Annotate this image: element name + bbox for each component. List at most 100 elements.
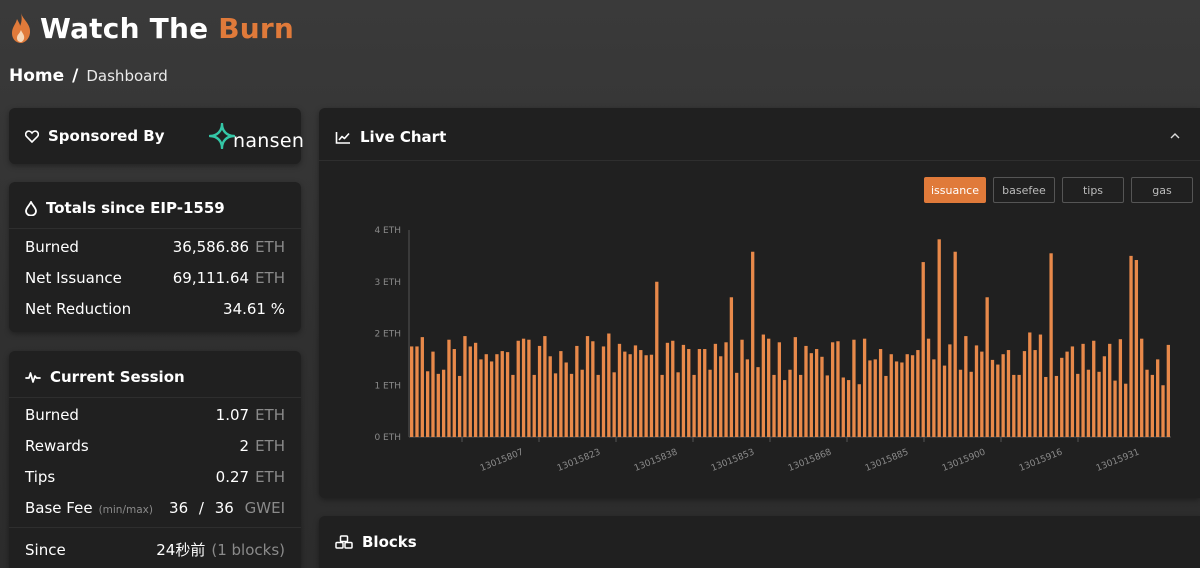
bar (1054, 375, 1059, 437)
totals-net-reduction-value: 34.61 % (223, 300, 285, 318)
totals-header: Totals since EIP-1559 (25, 199, 225, 217)
bar (900, 362, 904, 437)
breadcrumb-current: Dashboard (86, 67, 168, 85)
bar (1065, 351, 1069, 437)
bar (921, 262, 925, 437)
bar (1044, 376, 1048, 437)
bar (639, 350, 643, 437)
x-tick-label: 13015900 (941, 447, 987, 474)
app-title: Watch The Burn (40, 12, 294, 45)
bar (777, 342, 781, 437)
nansen-logo-text: nansen (233, 130, 305, 152)
session-since-extra: (1 blocks) (211, 541, 285, 559)
bar (1022, 351, 1027, 437)
bar (1049, 253, 1053, 437)
bar (740, 339, 744, 437)
session-row-burned: Burned 1.07 ETH (25, 406, 285, 424)
bar (889, 354, 893, 437)
bar (601, 346, 606, 437)
totals-row-net-reduction: Net Reduction 34.61 % (25, 300, 285, 318)
nansen-mark-icon (209, 123, 235, 149)
totals-net-issuance-value: 69,111.64 (172, 269, 250, 287)
bar (1134, 260, 1139, 437)
y-tick-label: 2 ETH (374, 330, 401, 340)
x-tick-label: 13015868 (787, 447, 833, 474)
blocks-header: Blocks (335, 533, 417, 551)
bar (479, 359, 483, 437)
bar (932, 359, 936, 437)
totals-burned-unit: ETH (255, 238, 285, 256)
bar (985, 297, 989, 437)
y-tick-label: 3 ETH (374, 278, 401, 288)
totals-burned-label: Burned (25, 238, 79, 256)
chevron-up-icon[interactable] (1170, 132, 1180, 139)
breadcrumb-home-link[interactable]: Home (9, 66, 65, 86)
bar (468, 346, 472, 437)
bar (447, 339, 451, 437)
bar (575, 345, 579, 437)
bar (537, 345, 542, 437)
bar (452, 349, 456, 437)
totals-card: Totals since EIP-1559 Burned 36,586.86 ET… (9, 182, 301, 332)
bar (681, 344, 686, 437)
bar (905, 354, 909, 437)
bar (756, 367, 760, 437)
bar (873, 359, 877, 437)
bar (788, 369, 792, 437)
tab-basefee[interactable]: basefee (993, 177, 1055, 203)
bar (1001, 354, 1005, 437)
nansen-logo[interactable]: nansen (209, 120, 304, 152)
totals-row-burned: Burned 36,586.86 ETH (25, 238, 285, 256)
bar (676, 372, 680, 437)
bar (410, 346, 414, 437)
session-tips-label: Tips (25, 468, 56, 486)
bar (761, 334, 766, 437)
x-tick-label: 13015823 (556, 448, 602, 474)
bar (436, 373, 440, 437)
tab-issuance[interactable]: issuance (924, 177, 986, 203)
bar (612, 372, 616, 437)
totals-burned-value: 36,586.86 (172, 238, 250, 256)
bar (521, 338, 526, 437)
bar (687, 349, 691, 437)
bar (420, 337, 424, 437)
bar (463, 336, 467, 437)
bar (1081, 343, 1085, 437)
app-brand[interactable]: Watch The Burn (10, 8, 294, 48)
session-rewards-unit: ETH (255, 437, 285, 455)
bar (894, 361, 899, 437)
tab-tips[interactable]: tips (1062, 177, 1124, 203)
bar (846, 380, 851, 437)
totals-divider (9, 228, 301, 229)
tab-gas[interactable]: gas (1131, 177, 1193, 203)
totals-row-net-issuance: Net Issuance 69,111.64 ETH (25, 269, 285, 287)
pulse-icon (25, 371, 41, 383)
bar (772, 374, 776, 437)
bar (974, 345, 979, 437)
bar (814, 349, 819, 437)
bar (628, 354, 632, 437)
bar (489, 361, 494, 437)
session-base-fee-unit: GWEI (244, 499, 285, 517)
bar (783, 380, 787, 437)
breadcrumb-separator: / (72, 66, 79, 86)
bar (1124, 383, 1128, 437)
bar (1129, 255, 1133, 437)
bar (1038, 334, 1043, 437)
bar (719, 356, 723, 437)
bar (548, 356, 552, 437)
x-tick-label: 13015853 (710, 448, 756, 474)
bar (559, 351, 563, 437)
live-chart-title: Live Chart (360, 128, 447, 146)
session-card: Current Session Burned 1.07 ETH Rewards 2… (9, 351, 301, 568)
y-tick-label: 1 ETH (374, 381, 401, 391)
bar (948, 344, 952, 437)
bar (1017, 374, 1021, 437)
session-burned-label: Burned (25, 406, 79, 424)
bar (804, 345, 808, 437)
bar (953, 251, 957, 437)
x-tick-label: 13015916 (1018, 447, 1064, 474)
y-tick-label: 4 ETH (374, 226, 401, 236)
chart-line-icon (335, 131, 350, 144)
bar (425, 371, 430, 437)
